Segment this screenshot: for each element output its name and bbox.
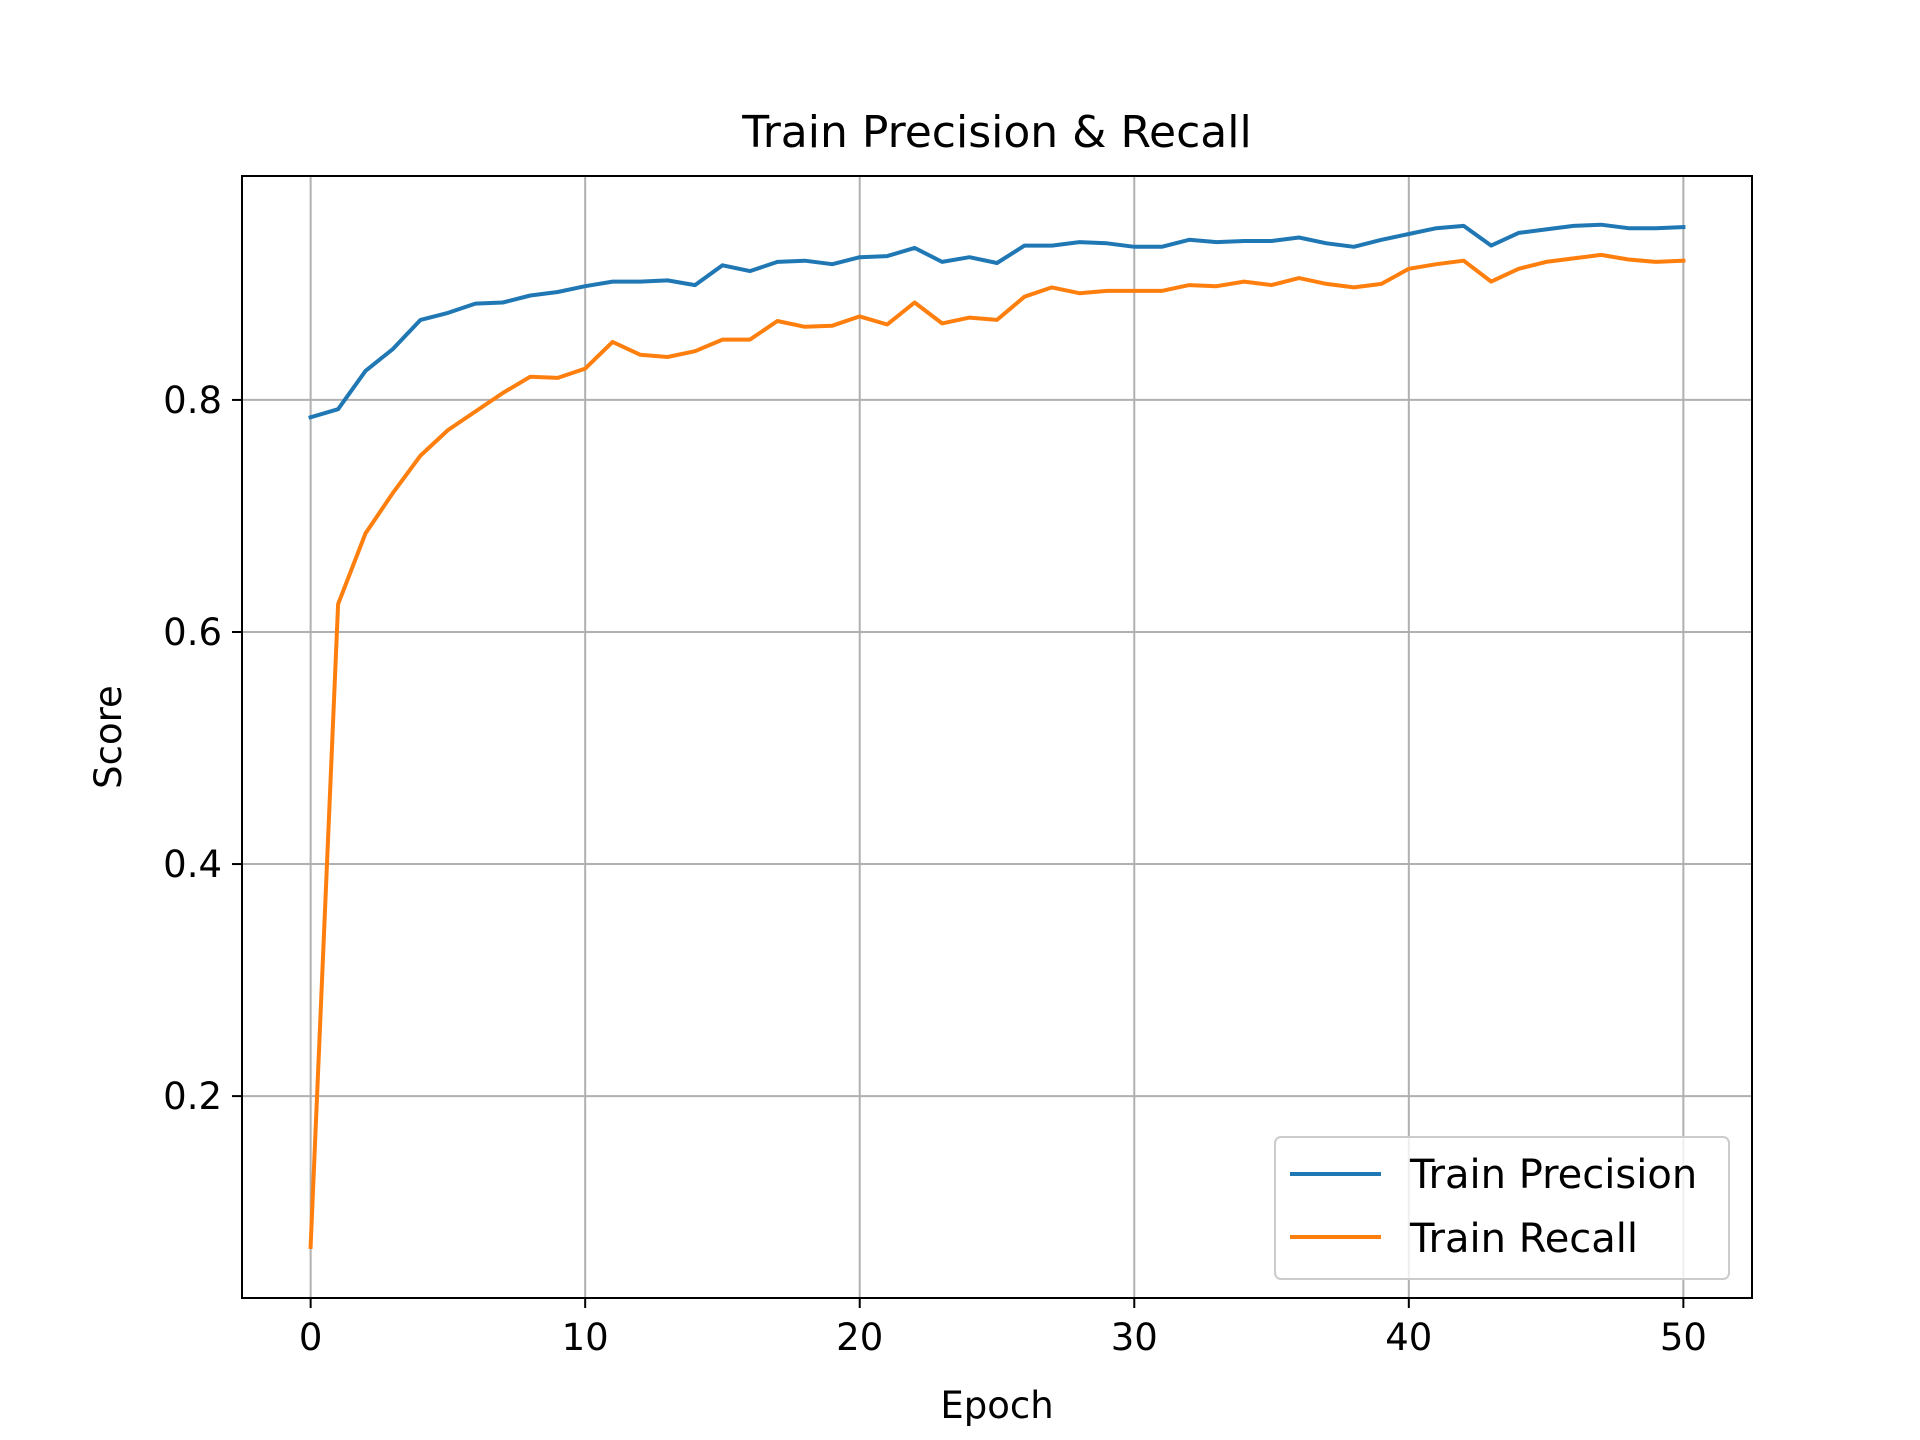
x-tick-label: 0 [299,1316,323,1359]
plot-frame [241,175,1753,1299]
series-line-train-recall [308,252,1686,1249]
y-tick-label: 0.6 [163,611,222,654]
x-tick-label: 30 [1111,1316,1158,1359]
y-tick-label: 0.2 [163,1075,222,1118]
y-axis-label: Score [87,685,130,789]
x-tick-label: 50 [1660,1316,1707,1359]
x-axis-ticks: 0 10 20 30 40 50 [299,1298,1707,1359]
y-tick-label: 0.4 [163,843,222,886]
series-line-train-precision [308,222,1686,420]
legend-box [1274,1136,1730,1280]
y-axis-ticks: 0.2 0.4 0.6 0.8 [163,379,242,1118]
x-tick-label: 10 [562,1316,609,1359]
x-tick-label: 40 [1385,1316,1432,1359]
x-axis-label: Epoch [940,1384,1053,1427]
legend: Train Precision Train Recall [1274,1136,1730,1280]
y-tick-label: 0.8 [163,379,222,422]
x-tick-label: 20 [836,1316,883,1359]
chart-title: Train Precision & Recall [741,107,1251,158]
legend-label-train-precision: Train Precision [1409,1152,1697,1198]
series-lines [308,222,1686,1249]
grid-lines [242,176,1752,1298]
legend-label-train-recall: Train Recall [1409,1216,1638,1262]
